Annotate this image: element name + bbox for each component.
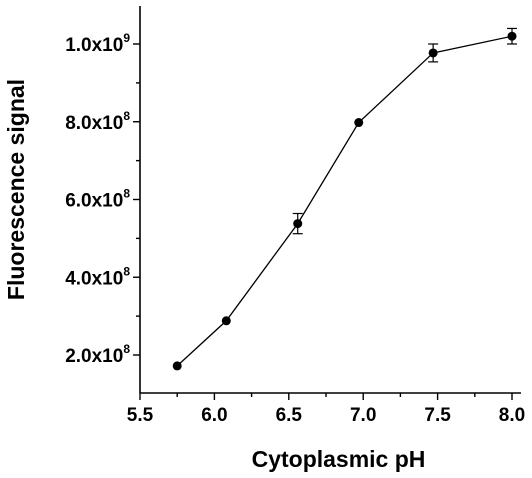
x-tick-label-4: 7.5 (424, 405, 451, 426)
x-tick-label-1: 6.0 (201, 405, 227, 426)
data-point-0 (172, 361, 182, 371)
data-point-5 (507, 31, 517, 41)
x-ticks: 5.5 6.0 6.5 7.0 7.5 8.0 (127, 393, 525, 426)
data-point-4 (428, 48, 438, 58)
x-tick-label-0: 5.5 (127, 405, 154, 426)
x-tick-label-2: 6.5 (276, 405, 303, 426)
x-axis-title: Cytoplasmic pH (252, 446, 426, 472)
x-tick-label-5: 8.0 (499, 405, 525, 426)
y-tick-label-3: 8.0x108 (65, 109, 130, 134)
y-tick-label-4: 1.0x109 (65, 31, 130, 56)
x-tick-label-3: 7.0 (350, 405, 376, 426)
y-axis-title: Fluorescence signal (3, 79, 29, 300)
y-ticks: 2.0x108 4.0x108 6.0x108 8.0x108 1.0x109 (65, 31, 140, 367)
plot-area (172, 27, 517, 371)
data-point-2 (293, 219, 303, 229)
data-point-1 (221, 316, 231, 326)
axes (139, 6, 521, 394)
data-point-3 (354, 118, 364, 128)
series-line-0 (176, 35, 513, 367)
y-tick-label-2: 6.0x108 (65, 187, 130, 212)
y-tick-label-1: 4.0x108 (65, 264, 130, 289)
y-tick-label-0: 2.0x108 (65, 342, 130, 367)
